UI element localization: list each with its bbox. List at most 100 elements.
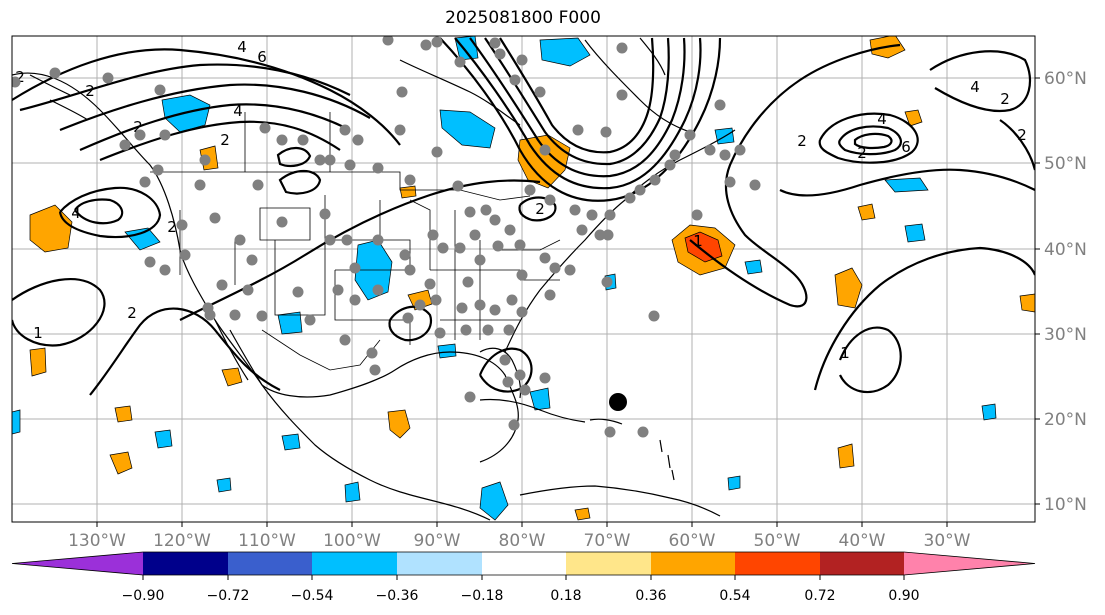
station-dot (634, 184, 646, 196)
lon-label: 40°W (839, 531, 886, 551)
positive-anomaly-area (221, 367, 243, 387)
station-dot (503, 324, 515, 336)
station-dot (454, 242, 466, 254)
station-dot (539, 372, 551, 384)
florida (479, 347, 522, 399)
negative-anomaly-area (12, 409, 21, 435)
colorbar-segment (312, 552, 397, 575)
station-dot (246, 254, 258, 266)
station-dot (539, 252, 551, 264)
negative-anomaly-area (277, 311, 303, 335)
station-dot (502, 376, 514, 388)
station-dot (216, 279, 228, 291)
lat-label: 60°N (1044, 69, 1087, 89)
positive-anomaly-area (857, 203, 876, 221)
contour-line (58, 186, 162, 239)
station-dot (319, 208, 331, 220)
colorbar: −0.90 −0.72 −0.54 −0.36 −0.18 0.18 0.36 … (11, 551, 1036, 604)
station-dot (506, 294, 518, 306)
station-dot (719, 149, 731, 161)
station-dot (704, 144, 716, 156)
negative-anomaly-area (344, 481, 361, 503)
east-coast (504, 129, 736, 353)
station-dot (664, 159, 676, 171)
station-dot (669, 149, 681, 161)
contour-label: 2 (797, 132, 807, 150)
station-dot (372, 234, 384, 246)
station-dot (152, 164, 164, 176)
station-dot (616, 42, 628, 54)
positive-anomaly-area (904, 109, 923, 127)
station-dot (159, 264, 171, 276)
colorbar-segment (651, 552, 735, 575)
station-dot (734, 144, 746, 156)
contour-line (12, 48, 401, 146)
station-dot (119, 139, 131, 151)
colorbar-tick-label: −0.72 (207, 588, 250, 604)
colorbar-tick-label: 0.54 (719, 588, 750, 604)
contour-line (484, 37, 670, 166)
lat-label: 20°N (1044, 410, 1087, 430)
contour-line (853, 132, 893, 150)
colorbar-tick-label: 0.18 (550, 588, 581, 604)
negative-anomaly-area (727, 475, 741, 491)
contour-label: 2 (85, 82, 95, 100)
positive-anomaly-area (684, 231, 723, 263)
contour-label: 1 (693, 232, 703, 250)
cuba (479, 398, 586, 423)
south-america (519, 485, 721, 517)
station-dot (564, 264, 576, 276)
negative-anomaly-area (124, 227, 161, 251)
contour-label: 1 (840, 344, 850, 362)
station-dot (549, 262, 561, 274)
station-dot (229, 309, 241, 321)
contour-line (469, 37, 686, 178)
colorbar-segment (397, 552, 482, 575)
colorbar-segment (735, 552, 820, 575)
station-dot (154, 84, 166, 96)
station-dot (324, 154, 336, 166)
contour-line (689, 43, 901, 308)
station-dot (414, 299, 426, 311)
negative-anomaly-area (981, 403, 997, 421)
colorbar-tick-label: −0.36 (376, 588, 419, 604)
station-dot (382, 36, 394, 46)
positive-anomaly-area (834, 267, 863, 309)
lat-label: 30°N (1044, 325, 1087, 345)
station-dot (516, 54, 528, 66)
station-dot (344, 159, 356, 171)
station-dot (297, 134, 309, 146)
contour-label: 2 (1017, 126, 1027, 144)
contour-label: 2 (133, 118, 143, 136)
station-dot (464, 206, 476, 218)
station-dot (434, 327, 446, 339)
station-dot (544, 289, 556, 301)
contour-label: 2 (535, 200, 545, 218)
station-dot (404, 264, 416, 276)
station-dot (366, 347, 378, 359)
station-dot (604, 209, 616, 221)
station-dot (394, 124, 406, 136)
negative-anomaly-area (439, 109, 496, 149)
negative-anomaly-area (281, 433, 301, 451)
station-dot (749, 179, 761, 191)
positive-anomaly-area (109, 451, 133, 475)
storm-center-marker (609, 393, 627, 411)
contour-line (813, 246, 1035, 391)
station-dot (176, 219, 188, 231)
station-dot (314, 154, 326, 166)
colorbar-tick-label: 0.72 (804, 588, 835, 604)
station-dot (648, 310, 660, 322)
station-dot (594, 229, 606, 241)
station-dot (304, 314, 316, 326)
positive-anomaly-area (29, 347, 47, 377)
contour-line (79, 103, 351, 152)
colorbar-tick-label: 0.36 (635, 588, 666, 604)
contour-line (278, 169, 322, 195)
map-title: 2025081800 F000 (445, 8, 601, 28)
lesser-antilles (659, 439, 675, 481)
colorbar-segment (12, 552, 143, 575)
station-dot (179, 249, 191, 261)
station-dot (139, 176, 151, 188)
station-dot (102, 72, 114, 84)
